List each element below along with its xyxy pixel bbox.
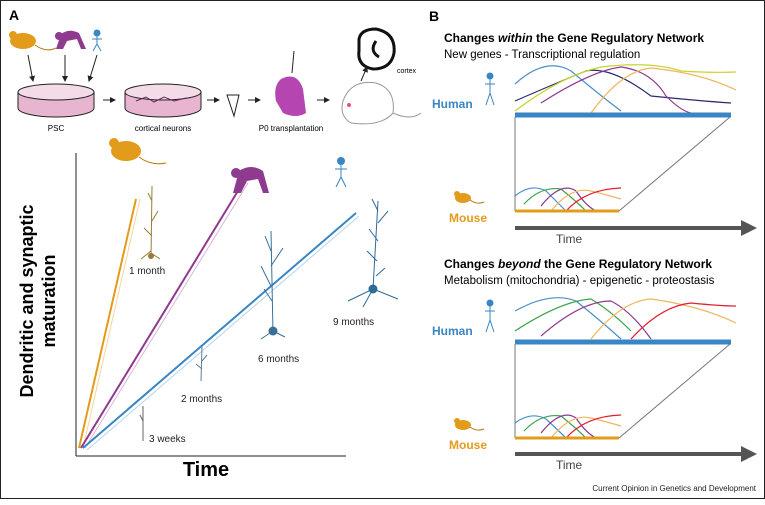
maturation-graph: Dendritic and synaptic maturation Time 3… — [17, 138, 399, 481]
source-arrows — [27, 54, 98, 82]
time-label: Time — [556, 232, 583, 246]
chimp-trend-line-shadow — [84, 182, 249, 449]
human-icon — [92, 29, 102, 52]
mouse-icon — [454, 418, 485, 431]
panel-a-label: A — [9, 7, 19, 23]
chimp-trend-line — [80, 180, 245, 449]
panel-b-label: B — [429, 8, 439, 24]
human-label: Human — [432, 97, 473, 111]
human-trend-line-shadow — [86, 215, 360, 451]
step-neurons-label: cortical neurons — [135, 124, 191, 133]
mouse-gene-curves — [514, 414, 622, 439]
x-axis-label: Time — [183, 459, 229, 481]
human-trend-line — [82, 212, 357, 449]
neuron-6-months-icon — [260, 230, 286, 340]
timepoint-9-months: 9 months — [333, 317, 374, 328]
human-label: Human — [432, 324, 473, 338]
host-mouse-icon — [341, 81, 422, 125]
mouse-gene-curves — [514, 187, 622, 212]
time-label: Time — [556, 458, 583, 472]
mouse-trend-line — [78, 198, 137, 449]
mouse-icon — [109, 138, 167, 165]
tube-icon — [226, 94, 240, 118]
neuron-dish-icon — [124, 83, 202, 118]
psc-dish-icon — [17, 83, 95, 118]
timepoint-3-weeks: 3 weeks — [149, 434, 186, 445]
mouse-label: Mouse — [449, 438, 487, 452]
neuron-3-weeks-icon — [139, 406, 144, 441]
journal-footer: Current Opinion in Genetics and Developm… — [592, 484, 756, 493]
human-icon — [485, 299, 495, 333]
timepoint-1-month: 1 month — [129, 266, 165, 277]
timepoint-2-months: 2 months — [181, 394, 222, 405]
chimp-icon — [55, 30, 86, 49]
within-title: Changes within the Gene Regulatory Netwo… — [444, 31, 704, 45]
mouse-icon — [9, 31, 57, 51]
human-gene-curves — [514, 297, 737, 340]
cortex-icon — [357, 27, 396, 82]
projection-line — [618, 116, 731, 212]
neuron-9-months-icon — [347, 198, 399, 308]
human-icon — [335, 157, 347, 188]
neuron-2-months-icon — [195, 345, 208, 382]
y-axis-label-line1: Dendritic and synaptic — [17, 204, 37, 397]
mouse-label: Mouse — [449, 211, 487, 225]
pup-icon — [275, 50, 306, 116]
projection-line — [618, 343, 731, 439]
human-icon — [485, 72, 495, 106]
mouse-trend-line-shadow — [82, 198, 141, 449]
beyond-title: Changes beyond the Gene Regulatory Netwo… — [444, 257, 712, 271]
chimp-icon — [231, 167, 269, 193]
grn-within-block: Changes within the Gene Regulatory Netwo… — [432, 31, 757, 246]
grn-beyond-block: Changes beyond the Gene Regulatory Netwo… — [432, 257, 757, 472]
human-gene-curves — [514, 64, 737, 114]
timepoint-6-months: 6 months — [258, 354, 299, 365]
step-transplant-label: P0 transplantation — [259, 124, 324, 133]
neuron-1-month-icon — [140, 185, 161, 260]
within-subtitle: New genes - Transcriptional regulation — [444, 49, 640, 61]
beyond-subtitle: Metabolism (mitochondria) - epigenetic -… — [444, 275, 715, 287]
mouse-icon — [454, 191, 485, 204]
step-psc-label: PSC — [48, 124, 65, 133]
step-cortex-label: cortex — [397, 68, 417, 75]
y-axis-label-line2: maturation — [39, 254, 59, 347]
